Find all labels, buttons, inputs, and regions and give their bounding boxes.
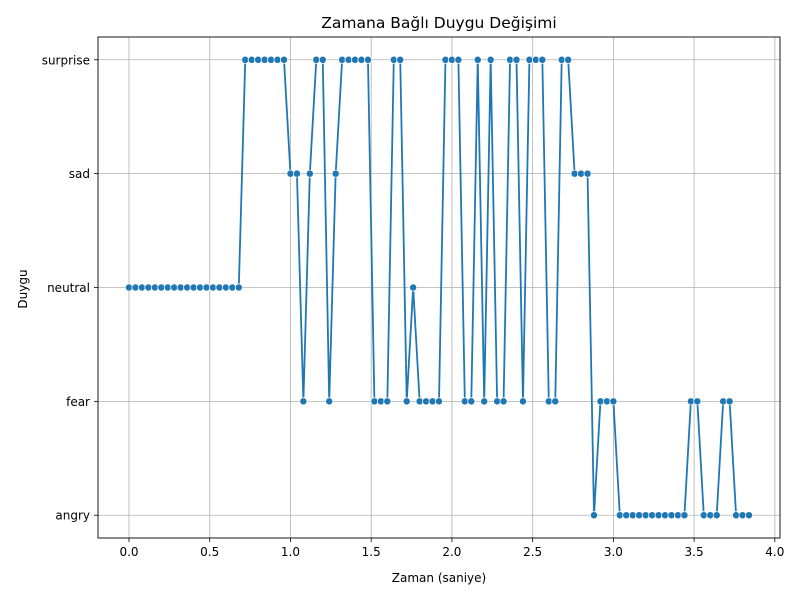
y-tick-label-angry: angry (55, 509, 90, 523)
data-point (480, 397, 489, 406)
data-point (609, 397, 618, 406)
y-axis-title: Duygu (16, 269, 30, 308)
x-tick-label: 4.0 (765, 545, 784, 559)
data-point (364, 55, 372, 64)
data-point (396, 55, 405, 64)
data-point (745, 511, 753, 520)
data-point (318, 55, 327, 64)
data-point (519, 397, 527, 406)
data-point (325, 397, 334, 406)
data-point (234, 283, 243, 292)
data-point (499, 397, 508, 406)
data-point (538, 55, 547, 64)
x-tick-label: 3.5 (685, 545, 704, 559)
data-point (693, 397, 702, 406)
data-point (280, 55, 288, 64)
data-point (402, 397, 411, 406)
data-point (331, 169, 340, 178)
x-axis-title: Zaman (saniye) (392, 571, 486, 585)
data-point (712, 511, 721, 520)
data-point (512, 55, 521, 64)
data-point (486, 55, 495, 64)
data-point (680, 511, 689, 520)
data-point (305, 169, 314, 178)
data-point (292, 169, 301, 178)
chart-title: Zamana Bağlı Duygu Değişimi (321, 14, 556, 32)
data-point (583, 169, 592, 178)
y-tick-label-fear: fear (66, 395, 90, 409)
y-tick-label-surprise: surprise (42, 53, 90, 67)
data-point (435, 397, 443, 406)
x-tick-label: 1.0 (281, 545, 300, 559)
x-tick-label: 3.0 (604, 545, 623, 559)
data-point (551, 397, 560, 406)
data-point (454, 55, 463, 64)
y-tick-label-neutral: neutral (47, 281, 90, 295)
data-point (383, 397, 392, 406)
x-tick-label: 0.5 (200, 545, 219, 559)
x-tick-label: 0.0 (119, 545, 138, 559)
series-markers (125, 55, 753, 520)
x-tick-label: 1.5 (362, 545, 381, 559)
data-point (409, 283, 418, 292)
y-tick-label-sad: sad (69, 167, 90, 181)
data-point (467, 397, 476, 406)
y-axis-ticks: angry fear neutral sad surprise (42, 53, 98, 523)
data-point (725, 397, 734, 406)
data-point (564, 55, 573, 64)
x-tick-label: 2.0 (442, 545, 461, 559)
data-point (299, 397, 308, 406)
data-point (473, 55, 482, 64)
data-point (590, 511, 598, 520)
x-axis-ticks: 0.0 0.5 1.0 1.5 2.0 2.5 3.0 3.5 4.0 (119, 538, 784, 559)
x-tick-label: 2.5 (523, 545, 542, 559)
